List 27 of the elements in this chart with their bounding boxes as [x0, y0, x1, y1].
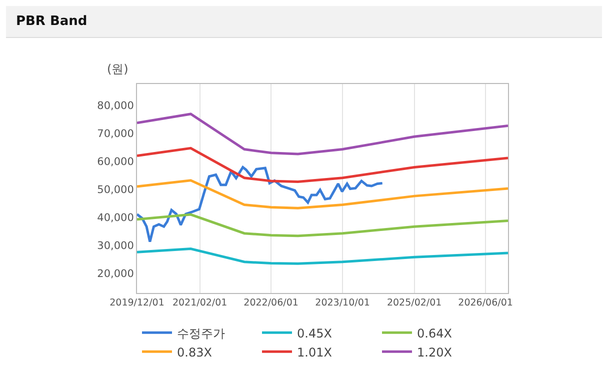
legend-label: 0.83X — [177, 345, 212, 360]
line-series — [137, 112, 508, 156]
y-tick-label: 20,000 — [97, 268, 134, 280]
y-tick-label: 40,000 — [97, 212, 134, 224]
chart-title: PBR Band — [6, 6, 602, 38]
x-tick-label: 2021/02/01 — [172, 297, 228, 308]
legend-label: 수정주가 — [177, 326, 225, 340]
line-series — [137, 146, 508, 184]
y-tick-label: 70,000 — [97, 128, 134, 140]
legend-label: 1.20X — [417, 345, 452, 360]
y-tick-label: 60,000 — [97, 156, 134, 168]
legend-label: 0.64X — [417, 326, 452, 340]
x-tick-label: 2025/02/01 — [386, 297, 442, 308]
x-tick-label: 2026/06/01 — [458, 297, 513, 308]
y-tick-label: 80,000 — [97, 100, 134, 112]
line-series — [137, 166, 384, 243]
legend-label: 0.45X — [297, 326, 332, 340]
line-series — [137, 247, 508, 265]
y-tick-label: 30,000 — [97, 240, 134, 252]
line-series — [137, 213, 508, 238]
y-tick-label: 50,000 — [97, 184, 134, 196]
x-tick-label: 2019/12/01 — [110, 297, 164, 308]
legend-label: 1.01X — [297, 345, 332, 360]
x-tick-label: 2023/10/01 — [315, 297, 370, 308]
x-tick-label: 2022/06/01 — [244, 297, 298, 308]
y-axis-title: (원) — [107, 62, 128, 76]
line-series — [137, 179, 508, 210]
